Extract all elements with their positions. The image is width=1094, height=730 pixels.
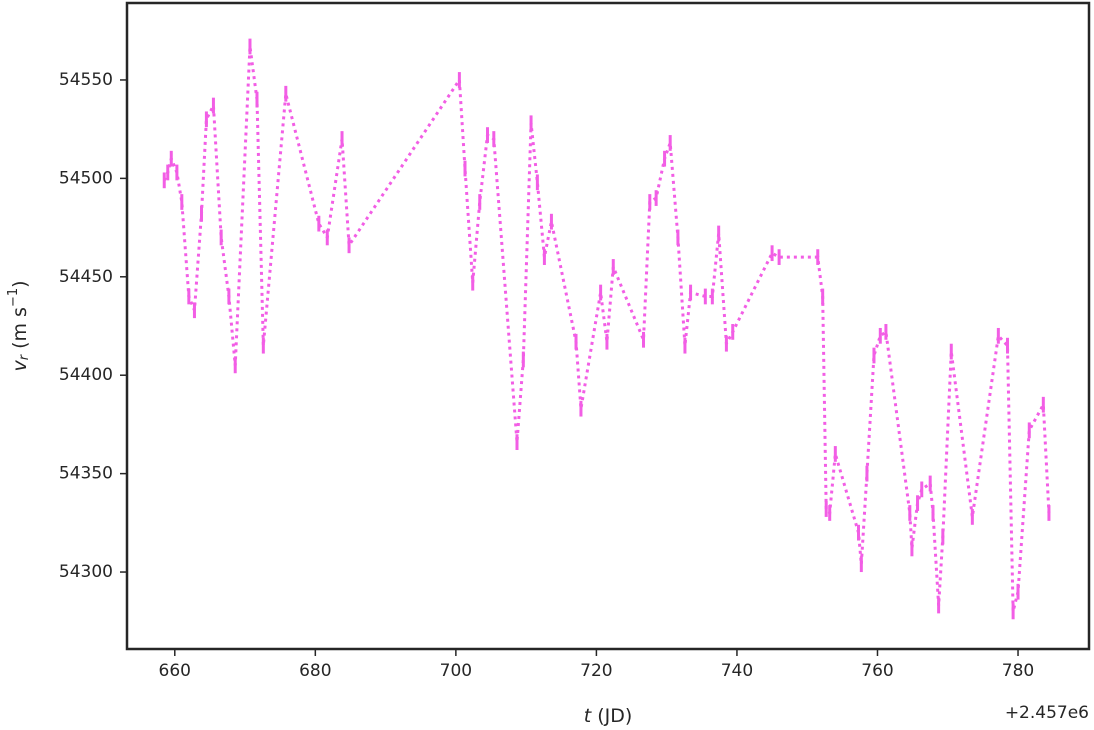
x-tick-label: 780 bbox=[1002, 661, 1034, 681]
y-tick-label: 54550 bbox=[59, 70, 113, 90]
y-axis-label: vr (m s−1) bbox=[6, 280, 32, 371]
x-tick-label: 720 bbox=[580, 661, 612, 681]
x-label-unit: (JD) bbox=[591, 705, 632, 727]
y-label-unit: (m s bbox=[9, 307, 31, 355]
y-label-symbol: v bbox=[9, 360, 31, 372]
x-tick-label: 680 bbox=[299, 661, 331, 681]
x-axis-label: t (JD) bbox=[584, 705, 633, 727]
x-label-symbol: t bbox=[584, 705, 593, 727]
y-tick-label: 54400 bbox=[59, 365, 113, 385]
y-label-subscript: r bbox=[17, 353, 32, 360]
data-line bbox=[162, 46, 1051, 612]
x-tick-label: 760 bbox=[861, 661, 893, 681]
plot-frame bbox=[125, 1, 1091, 651]
x-offset-label: +2.457e6 bbox=[1005, 703, 1089, 723]
x-tick-label: 700 bbox=[440, 661, 472, 681]
y-label-exponent: −1 bbox=[6, 288, 21, 307]
y-tick-label: 54350 bbox=[59, 464, 113, 484]
x-tick-label: 660 bbox=[159, 661, 191, 681]
y-tick-label: 54500 bbox=[59, 168, 113, 188]
x-tick-label: 740 bbox=[721, 661, 753, 681]
y-label-close: ) bbox=[9, 280, 31, 287]
y-tick-label: 54450 bbox=[59, 267, 113, 287]
y-tick-label: 54300 bbox=[59, 562, 113, 582]
